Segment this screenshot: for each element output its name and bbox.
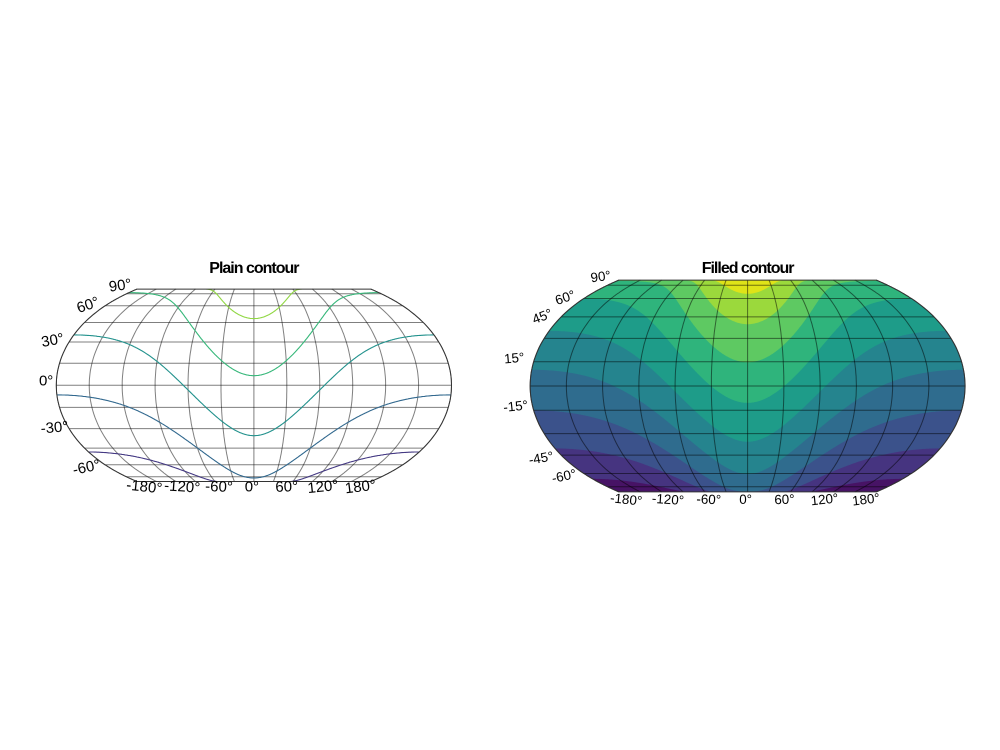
svg-text:-180°: -180° <box>609 490 643 508</box>
svg-text:-15°: -15° <box>503 397 529 415</box>
svg-text:-60°: -60° <box>696 491 721 507</box>
svg-text:90°: 90° <box>590 268 612 286</box>
svg-text:60°: 60° <box>275 478 298 496</box>
svg-text:60°: 60° <box>553 287 577 308</box>
svg-text:45°: 45° <box>530 306 554 327</box>
svg-text:180°: 180° <box>344 477 377 498</box>
svg-text:0°: 0° <box>39 372 53 389</box>
svg-text:15°: 15° <box>503 350 524 367</box>
svg-text:180°: 180° <box>851 490 880 508</box>
svg-text:0°: 0° <box>739 492 752 507</box>
svg-text:Filled contour: Filled contour <box>702 260 795 277</box>
svg-text:-120°: -120° <box>651 491 684 508</box>
svg-text:30°: 30° <box>40 330 65 351</box>
svg-text:-60°: -60° <box>71 456 102 478</box>
svg-text:-180°: -180° <box>125 477 163 498</box>
svg-text:-60°: -60° <box>550 466 577 486</box>
svg-text:-60°: -60° <box>205 478 233 496</box>
svg-text:-30°: -30° <box>40 418 69 437</box>
svg-text:120°: 120° <box>307 477 340 497</box>
svg-text:60°: 60° <box>774 492 795 508</box>
svg-text:-45°: -45° <box>528 448 555 467</box>
svg-text:90°: 90° <box>108 276 133 296</box>
svg-text:-120°: -120° <box>164 477 201 496</box>
svg-text:0°: 0° <box>245 479 259 496</box>
svg-text:Plain contour: Plain contour <box>209 260 299 277</box>
svg-text:120°: 120° <box>810 491 839 509</box>
svg-text:60°: 60° <box>75 294 102 317</box>
